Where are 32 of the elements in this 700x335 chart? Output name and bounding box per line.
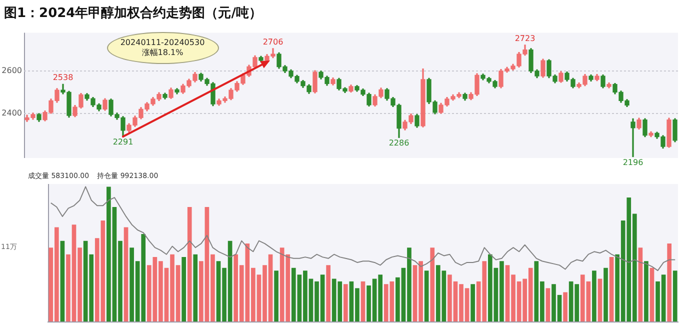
bar bbox=[424, 270, 429, 322]
bar bbox=[470, 284, 475, 322]
bar bbox=[638, 248, 643, 322]
y-tick-label: 2600 bbox=[2, 66, 22, 76]
bar bbox=[193, 254, 198, 322]
bar bbox=[672, 270, 678, 322]
bar bbox=[124, 227, 128, 322]
annotation: 2196 bbox=[622, 158, 644, 167]
annotation: 2291 bbox=[112, 138, 134, 147]
annotation: 2706 bbox=[262, 38, 284, 47]
bar bbox=[650, 268, 654, 322]
bar bbox=[546, 288, 550, 322]
bar bbox=[343, 284, 348, 322]
bar bbox=[604, 268, 608, 322]
bar bbox=[609, 257, 614, 322]
bar bbox=[187, 207, 192, 322]
bar bbox=[667, 244, 672, 322]
annotation: 2286 bbox=[388, 138, 410, 148]
bar bbox=[598, 278, 602, 322]
annotation: 2538 bbox=[52, 73, 74, 82]
bar bbox=[430, 248, 435, 322]
bar bbox=[563, 292, 568, 322]
bar bbox=[60, 240, 65, 322]
annotation: 2723 bbox=[514, 34, 536, 43]
bar bbox=[592, 270, 596, 322]
bar bbox=[274, 270, 278, 322]
bar bbox=[360, 281, 366, 322]
bar bbox=[326, 265, 330, 322]
bar bbox=[182, 257, 186, 322]
chart-title: 图1：2024年甲醇加权合约走势图（元/吨） bbox=[4, 5, 262, 22]
y-tick-label: 2400 bbox=[2, 108, 22, 118]
bar bbox=[644, 261, 648, 322]
